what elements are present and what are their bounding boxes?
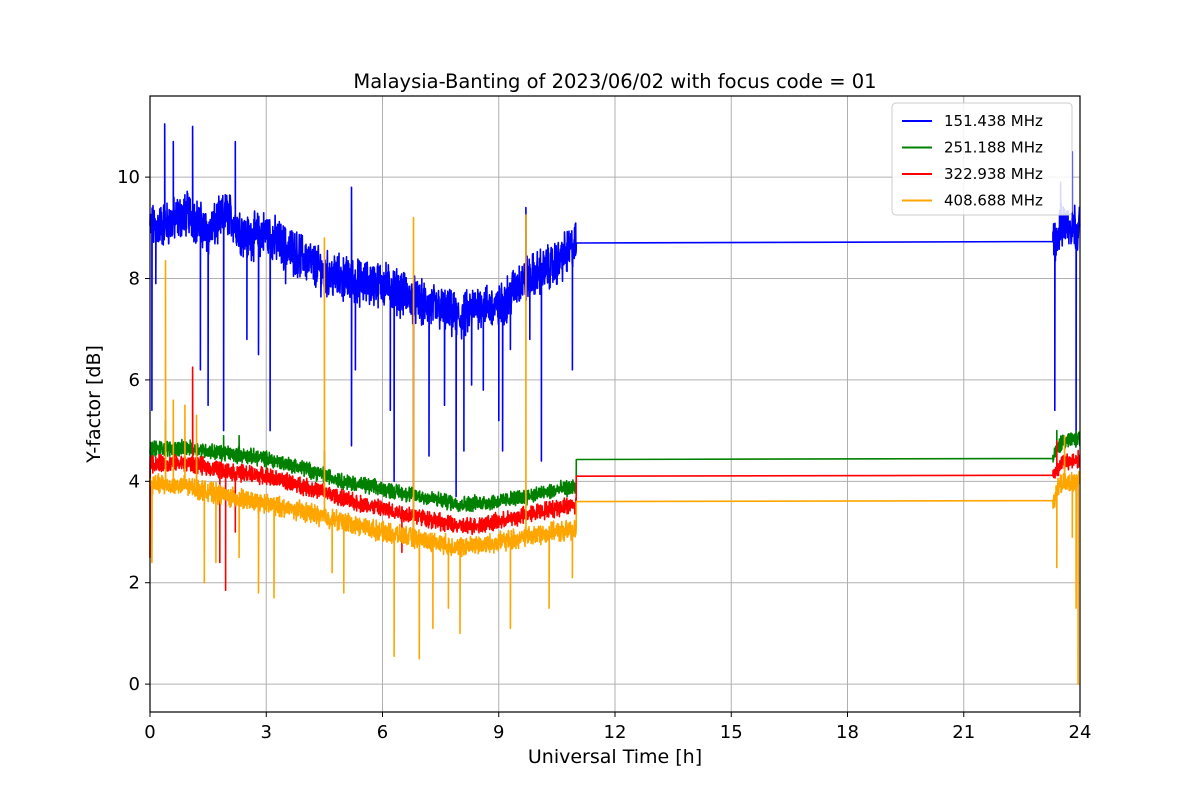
chart-title: Malaysia-Banting of 2023/06/02 with focu… — [353, 70, 876, 93]
y-tick-label: 4 — [129, 471, 140, 492]
series-line-2 — [149, 419, 1081, 513]
legend-label: 251.188 MHz — [944, 139, 1043, 157]
series-line-4 — [149, 214, 1081, 685]
x-tick-label: 15 — [720, 722, 743, 743]
series-line-3 — [149, 366, 1081, 592]
y-tick-label: 8 — [129, 269, 140, 290]
y-tick-label: 10 — [117, 167, 140, 188]
x-tick-label: 21 — [952, 722, 975, 743]
y-tick-label: 6 — [129, 370, 140, 391]
x-tick-label: 6 — [377, 722, 388, 743]
series-line-1 — [149, 123, 1081, 538]
legend: 151.438 MHz 251.188 MHz 322.938 MHz 408.688… — [891, 102, 1073, 216]
y-tick-label: 2 — [129, 573, 140, 594]
x-tick-label: 12 — [604, 722, 627, 743]
y-tick-label: 0 — [129, 674, 140, 695]
x-tick-label: 24 — [1069, 722, 1092, 743]
legend-label: 151.438 MHz — [944, 112, 1043, 130]
x-tick-label: 18 — [836, 722, 859, 743]
x-tick-label: 9 — [493, 722, 504, 743]
legend-label: 322.938 MHz — [944, 165, 1043, 183]
legend-box — [891, 102, 1073, 216]
x-axis-label: Universal Time [h] — [528, 746, 702, 768]
y-axis-label: Y-factor [dB] — [83, 345, 105, 464]
x-tick-label: 3 — [261, 722, 272, 743]
plot-area — [149, 123, 1081, 685]
legend-label: 408.688 MHz — [944, 192, 1043, 210]
x-tick-label: 0 — [144, 722, 155, 743]
